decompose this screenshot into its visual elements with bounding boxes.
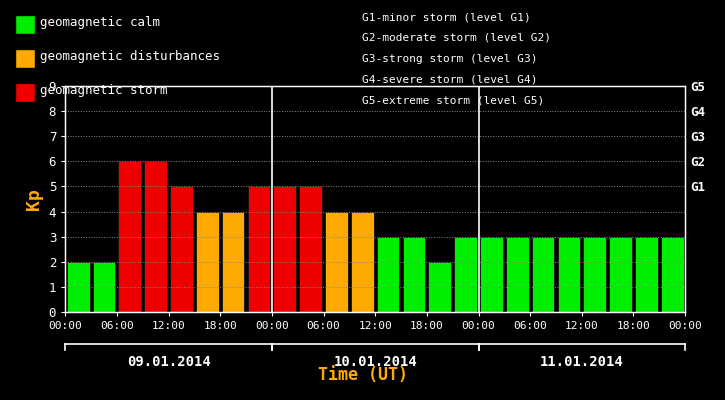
Text: Time (UT): Time (UT) bbox=[318, 366, 407, 384]
Text: 09.01.2014: 09.01.2014 bbox=[127, 355, 210, 369]
Bar bbox=[455, 237, 477, 312]
Y-axis label: Kp: Kp bbox=[25, 188, 44, 210]
Bar bbox=[428, 262, 451, 312]
Bar bbox=[531, 237, 555, 312]
Bar bbox=[144, 161, 167, 312]
Text: geomagnetic calm: geomagnetic calm bbox=[40, 16, 160, 29]
Text: G2-moderate storm (level G2): G2-moderate storm (level G2) bbox=[362, 33, 552, 43]
Bar bbox=[93, 262, 115, 312]
Text: G1-minor storm (level G1): G1-minor storm (level G1) bbox=[362, 12, 531, 22]
Text: G4-severe storm (level G4): G4-severe storm (level G4) bbox=[362, 74, 538, 84]
Bar bbox=[222, 212, 244, 312]
Text: G3-strong storm (level G3): G3-strong storm (level G3) bbox=[362, 54, 538, 64]
Bar bbox=[273, 186, 296, 312]
Text: 10.01.2014: 10.01.2014 bbox=[334, 355, 417, 369]
Bar bbox=[506, 237, 529, 312]
Bar bbox=[584, 237, 606, 312]
Bar bbox=[351, 212, 373, 312]
Bar bbox=[609, 237, 632, 312]
Bar bbox=[170, 186, 193, 312]
Bar bbox=[402, 237, 426, 312]
Text: G5-extreme storm (level G5): G5-extreme storm (level G5) bbox=[362, 95, 544, 105]
Bar bbox=[196, 212, 219, 312]
Bar bbox=[299, 186, 322, 312]
Bar bbox=[480, 237, 502, 312]
Bar bbox=[377, 237, 399, 312]
Bar bbox=[67, 262, 89, 312]
Bar bbox=[558, 237, 580, 312]
Bar bbox=[635, 237, 658, 312]
Text: geomagnetic storm: geomagnetic storm bbox=[40, 84, 167, 97]
Text: 11.01.2014: 11.01.2014 bbox=[540, 355, 624, 369]
Text: geomagnetic disturbances: geomagnetic disturbances bbox=[40, 50, 220, 63]
Bar bbox=[248, 186, 270, 312]
Bar bbox=[118, 161, 141, 312]
Bar bbox=[661, 237, 684, 312]
Bar bbox=[325, 212, 348, 312]
